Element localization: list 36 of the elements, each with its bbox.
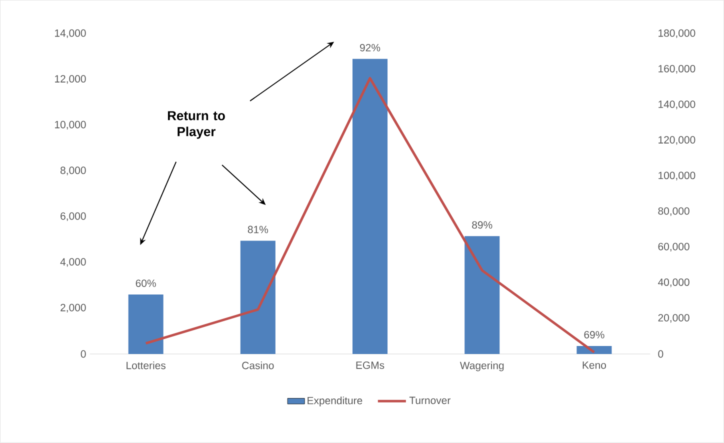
y-tick-label: 10,000 xyxy=(55,121,86,130)
y2-tick-label: 0 xyxy=(658,350,664,358)
bar xyxy=(240,240,276,354)
y2-tick-label: 20,000 xyxy=(658,314,690,323)
y2-tick-label: 60,000 xyxy=(658,243,690,252)
bar xyxy=(128,294,164,354)
y2-tick-label: 100,000 xyxy=(658,172,696,181)
annotation: 92% xyxy=(360,44,380,52)
y2-tick-label: 180,000 xyxy=(658,30,696,38)
x-tick-label: Casino xyxy=(242,362,274,370)
y2-tick-label: 120,000 xyxy=(658,136,696,145)
y2-tick-label: 160,000 xyxy=(658,65,696,74)
x-tick-label: Wagering xyxy=(460,362,504,372)
y-tick-label: 4,000 xyxy=(60,258,86,267)
annotation: Return to Player xyxy=(168,111,225,139)
y-tick-label: 2,000 xyxy=(60,304,86,313)
y-tick-label: 14,000 xyxy=(55,30,86,38)
y-tick-label: 6,000 xyxy=(60,212,86,222)
y2-tick-label: 140,000 xyxy=(658,100,696,110)
annotation: 69% xyxy=(584,331,604,339)
y2-tick-label: 40,000 xyxy=(658,278,690,288)
legend-label: Expenditure xyxy=(308,396,362,406)
annotation: 81% xyxy=(248,226,268,234)
annotation: 89% xyxy=(472,221,492,229)
y-tick-label: 12,000 xyxy=(55,75,86,84)
legend-label: Turnover xyxy=(409,396,450,404)
bar xyxy=(576,346,612,354)
annotation: 60% xyxy=(136,280,156,288)
bar xyxy=(464,236,500,354)
bar xyxy=(352,59,388,354)
y-tick-label: 8,000 xyxy=(60,166,86,176)
y2-tick-label: 80,000 xyxy=(658,207,690,216)
x-tick-label: EGMs xyxy=(356,362,384,370)
y-tick-label: 0 xyxy=(80,350,86,358)
x-tick-label: Keno xyxy=(582,362,606,369)
x-tick-label: Lotteries xyxy=(126,362,166,370)
